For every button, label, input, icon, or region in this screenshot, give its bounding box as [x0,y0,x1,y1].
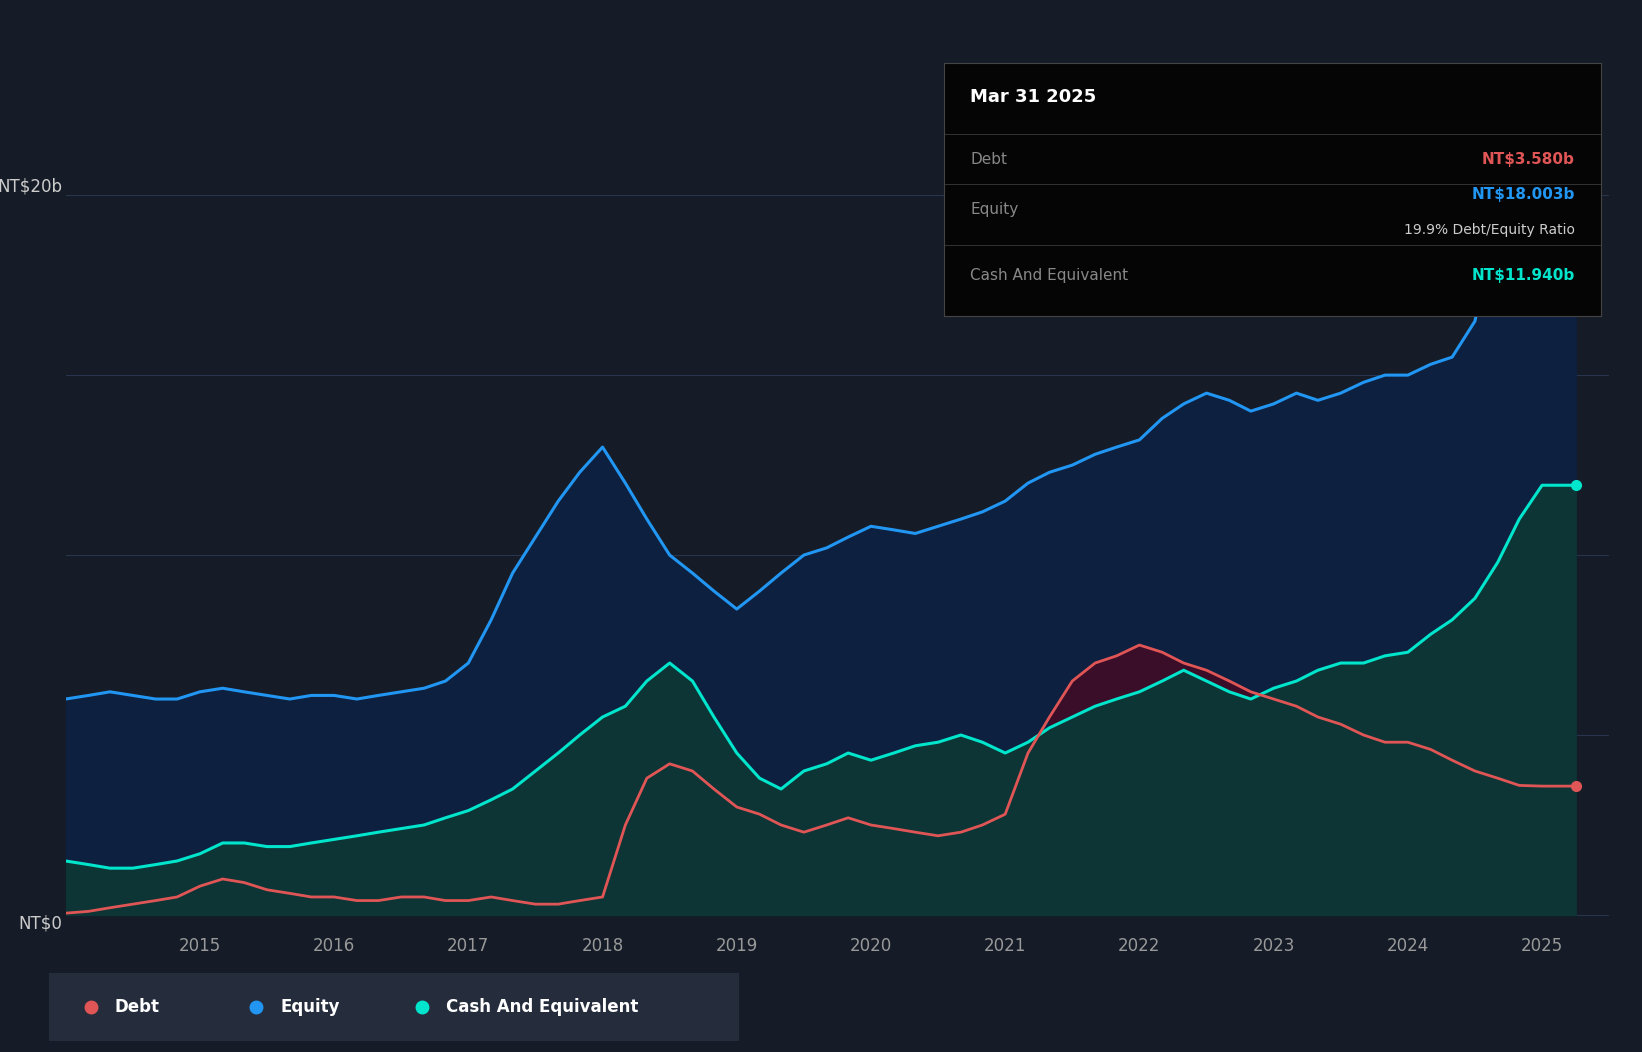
Text: NT$11.940b: NT$11.940b [1471,267,1575,283]
Text: NT$18.003b: NT$18.003b [1471,187,1575,202]
Text: Debt: Debt [115,998,159,1016]
Text: Equity: Equity [281,998,340,1016]
Text: NT$3.580b: NT$3.580b [1481,151,1575,166]
Text: Equity: Equity [970,202,1018,217]
Text: NT$0: NT$0 [18,915,62,933]
Text: Mar 31 2025: Mar 31 2025 [970,88,1097,106]
Text: Cash And Equivalent: Cash And Equivalent [447,998,639,1016]
Text: NT$20b: NT$20b [0,177,62,196]
Text: Cash And Equivalent: Cash And Equivalent [970,267,1128,283]
Text: 19.9% Debt/Equity Ratio: 19.9% Debt/Equity Ratio [1404,223,1575,237]
Text: Debt: Debt [970,151,1008,166]
